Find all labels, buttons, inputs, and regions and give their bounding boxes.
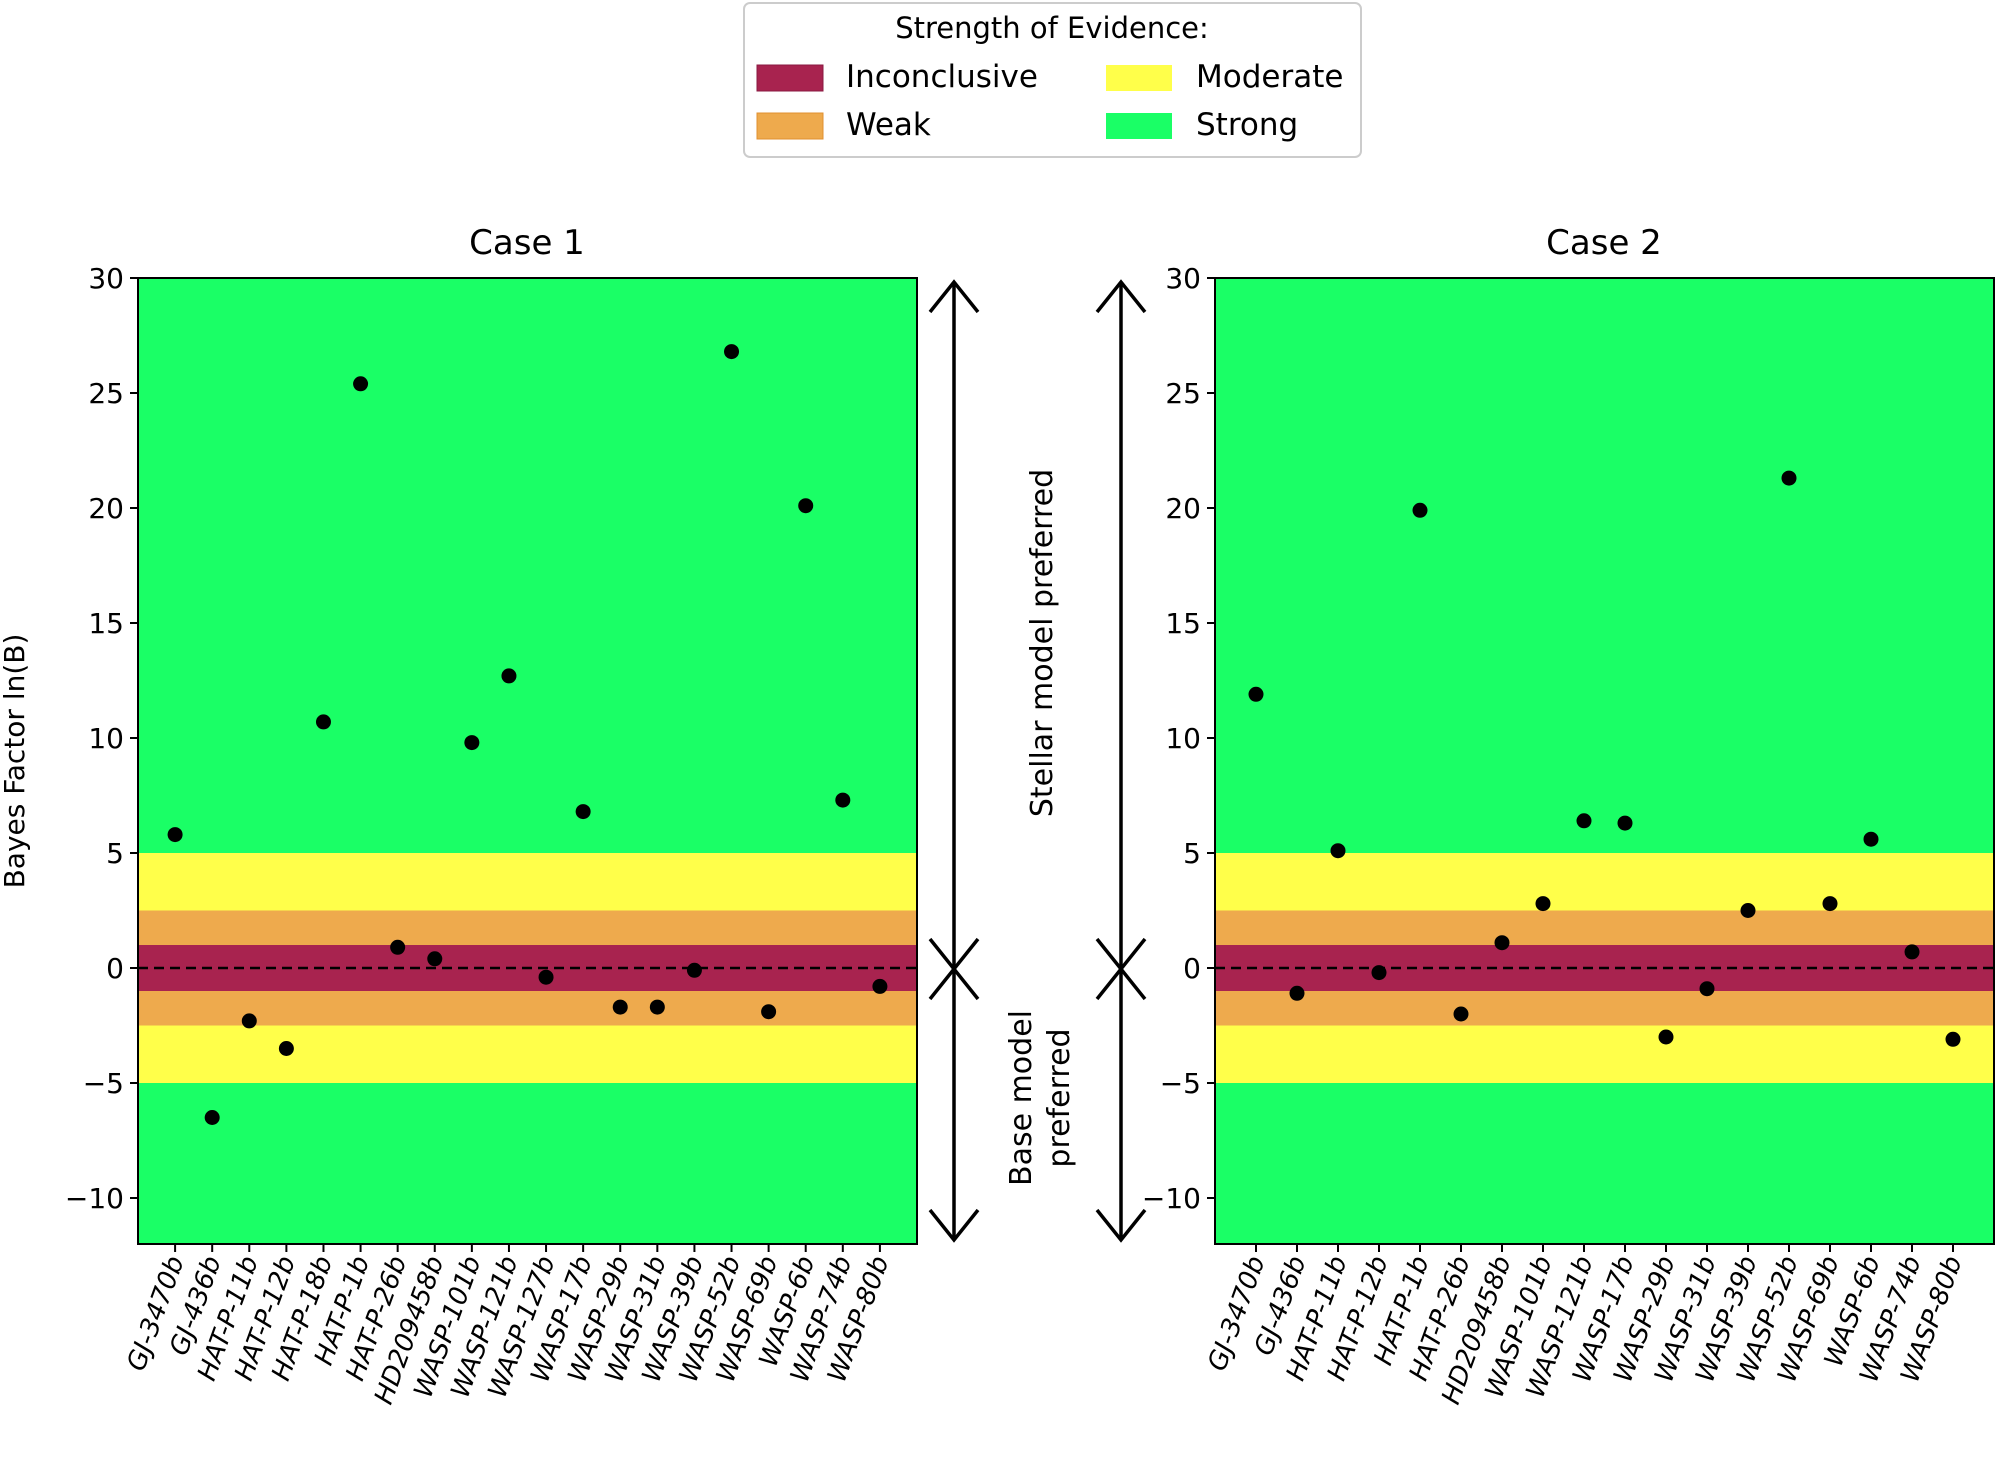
data-point-HAT-P-1b (353, 376, 369, 392)
legend-label-inconclusive: Inconclusive (846, 59, 1038, 95)
case-1-panel: Case 1 Bayes Factor ln(B) −10 −5 0 5 10 15 20 2… (0, 223, 918, 1408)
data-point-HAT-P-11b (241, 1013, 257, 1029)
band-weak (1215, 991, 1994, 1026)
base-model-preferred-label-line1: Base model (1004, 1010, 1039, 1186)
band-strong (1215, 1083, 1994, 1244)
y-tick-label: −10 (1142, 1182, 1201, 1215)
band-moderate (138, 853, 917, 911)
data-point-HAT-P-18b (315, 714, 331, 730)
y-tick-label: 25 (1165, 377, 1201, 410)
right-double-arrow (1095, 279, 1147, 1243)
data-point-WASP-74b (1904, 944, 1920, 960)
y-tick-label: 15 (88, 607, 124, 640)
data-point-GJ-3470b (167, 827, 183, 843)
data-point-HAT-P-11b (1330, 843, 1346, 859)
y-tick-label: 20 (1165, 492, 1201, 525)
y-tick-label: −10 (65, 1182, 124, 1215)
band-strong (1215, 278, 1994, 853)
data-point-HAT-P-12b (278, 1041, 294, 1056)
band-moderate (1215, 1025, 1994, 1083)
data-point-WASP-69b (1822, 896, 1838, 912)
data-point-HAT-P-26b (390, 939, 406, 955)
y-tick-label: 10 (88, 722, 124, 755)
data-point-WASP-101b (1535, 896, 1551, 912)
y-tick-label: 5 (106, 837, 124, 870)
data-point-HD209458b (1494, 935, 1510, 951)
y-tick-label: 20 (88, 492, 124, 525)
data-point-WASP-39b (1740, 903, 1756, 918)
data-point-WASP-74b (835, 792, 851, 808)
data-point-HAT-P-1b (1412, 502, 1428, 518)
data-point-GJ-436b (204, 1110, 220, 1125)
y-tick-label: 0 (106, 952, 124, 985)
data-point-WASP-80b (1945, 1031, 1961, 1047)
data-point-WASP-52b (1781, 470, 1797, 486)
band-moderate (138, 1025, 917, 1083)
y-tick-label: −5 (83, 1067, 124, 1100)
legend-label-weak: Weak (846, 107, 931, 143)
axes-frame (1214, 277, 1995, 1245)
data-point-WASP-69b (761, 1004, 777, 1020)
y-tick-label: 30 (88, 262, 124, 295)
stellar-model-preferred-label: Stellar model preferred (1025, 469, 1060, 817)
band-strong (138, 278, 917, 853)
data-point-WASP-80b (872, 978, 888, 994)
legend-swatch-inconclusive (756, 64, 824, 92)
y-axis-label: Bayes Factor ln(B) (0, 634, 31, 889)
legend-swatch-moderate (1106, 65, 1172, 91)
band-moderate (1215, 853, 1994, 911)
data-point-WASP-6b (1863, 831, 1879, 847)
data-point-HAT-P-26b (1453, 1006, 1469, 1022)
data-point-WASP-101b (464, 735, 480, 751)
data-point-GJ-436b (1289, 985, 1305, 1001)
case-2-title: Case 2 (1546, 223, 1662, 263)
legend-label-strong: Strong (1196, 107, 1298, 143)
data-point-WASP-121b (501, 668, 517, 684)
legend-label-moderate: Moderate (1196, 59, 1343, 95)
data-point-WASP-29b (612, 999, 628, 1015)
y-tick-label: 15 (1165, 607, 1201, 640)
y-tick-label: 5 (1183, 837, 1201, 870)
data-point-WASP-29b (1658, 1029, 1674, 1045)
data-point-WASP-127b (538, 969, 554, 985)
data-point-WASP-121b (1576, 813, 1592, 829)
data-point-WASP-39b (686, 962, 702, 978)
legend: Strength of Evidence: Inconclusive Moder… (743, 2, 1362, 158)
band-weak (1215, 910, 1994, 945)
band-weak (138, 910, 917, 945)
data-point-WASP-52b (724, 344, 740, 360)
legend-swatch-weak (756, 112, 824, 140)
data-point-WASP-17b (575, 804, 591, 820)
y-tick-label: −5 (1160, 1067, 1201, 1100)
band-weak (138, 991, 917, 1026)
left-double-arrow (928, 279, 980, 1243)
y-tick-label: 0 (1183, 952, 1201, 985)
data-point-WASP-17b (1617, 815, 1633, 831)
data-point-HAT-P-12b (1371, 965, 1387, 981)
legend-title: Strength of Evidence: (895, 11, 1209, 45)
y-tick-label: 30 (1165, 262, 1201, 295)
y-tick-label: 25 (88, 377, 124, 410)
data-point-WASP-31b (649, 999, 665, 1015)
case-1-title: Case 1 (469, 223, 585, 263)
data-point-HD209458b (427, 951, 443, 967)
base-model-preferred-label-line2: preferred (1042, 1028, 1077, 1167)
data-point-WASP-31b (1699, 981, 1715, 997)
case-2-panel: Case 2 −10−5051015202530GJ-3470bGJ-436bH… (1142, 223, 1995, 1408)
data-point-WASP-6b (798, 498, 814, 514)
data-point-GJ-3470b (1248, 686, 1264, 702)
axes-frame (137, 277, 918, 1245)
legend-frame (743, 2, 1362, 158)
legend-swatch-strong (1106, 113, 1172, 139)
preference-arrows (928, 279, 1147, 1243)
band-strong (138, 1083, 917, 1244)
y-tick-label: 10 (1165, 722, 1201, 755)
